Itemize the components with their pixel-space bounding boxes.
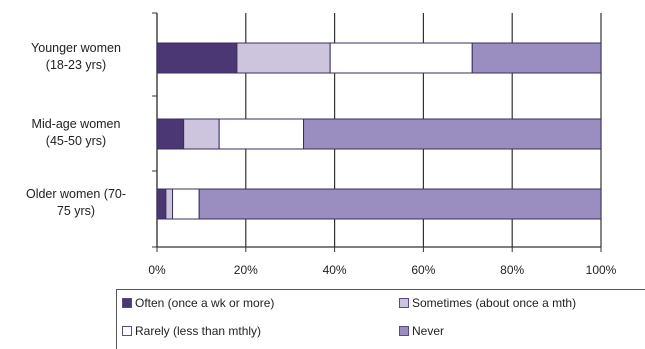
category-label-line: (18-23 yrs) [45, 58, 107, 72]
bar-segment [218, 118, 305, 150]
bar-segment [156, 188, 167, 220]
legend-label: Often (once a wk or more) [135, 296, 275, 310]
bar-segment [471, 42, 602, 74]
bar-segment [183, 118, 220, 150]
legend-item: Never [399, 324, 444, 338]
legend-item: Often (once a wk or more) [122, 296, 274, 310]
category-label-line: Mid-age women [31, 117, 121, 131]
x-tick-label: 0% [148, 263, 166, 277]
legend: Often (once a wk or more) Sometimes (abou… [116, 289, 645, 349]
category-label-line: 75 yrs) [56, 204, 96, 218]
bar-segment [172, 188, 200, 220]
category-label-line: Younger women [31, 41, 121, 55]
category-label: Mid-age women (45-50 yrs) [0, 116, 152, 150]
legend-label: Never [412, 324, 445, 338]
x-tick-label: 80% [500, 263, 525, 277]
x-tick-label: 20% [233, 263, 258, 277]
bar-segment [156, 42, 238, 74]
legend-swatch [122, 326, 132, 336]
bar-segment [303, 118, 602, 150]
x-tick-label: 60% [411, 263, 436, 277]
legend-swatch [122, 298, 132, 308]
category-label: Older women (70- 75 yrs) [0, 186, 152, 220]
x-tick-label: 100% [585, 263, 617, 277]
legend-item: Sometimes (about once a mth) [399, 296, 576, 310]
category-label-line: Older women (70- [25, 187, 127, 201]
category-label: Younger women (18-23 yrs) [0, 40, 152, 74]
x-tick-label: 40% [322, 263, 347, 277]
category-label-line: (45-50 yrs) [45, 134, 107, 148]
bar-segment [198, 188, 602, 220]
legend-label: Sometimes (about once a mth) [412, 296, 577, 310]
bar-segment [156, 118, 185, 150]
legend-swatch [399, 298, 409, 308]
bar-segment [165, 188, 174, 220]
legend-item: Rarely (less than mthly) [122, 324, 261, 338]
bar-segment [329, 42, 473, 74]
bar-segment [236, 42, 331, 74]
legend-label: Rarely (less than mthly) [135, 324, 262, 338]
legend-swatch [399, 326, 409, 336]
